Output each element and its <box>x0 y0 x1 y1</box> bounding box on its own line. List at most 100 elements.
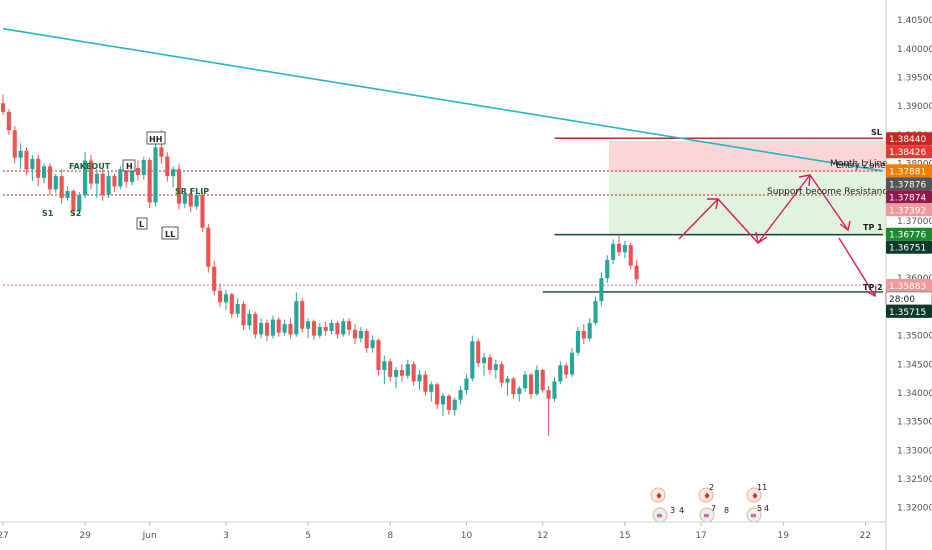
event-count-4: 11 <box>757 483 767 492</box>
candle-body <box>635 266 639 280</box>
price-tick-label: 1.32000 <box>897 504 932 514</box>
event-sub-3: 8 <box>724 506 729 515</box>
candle-body <box>247 314 251 325</box>
price-tick-label: 1.40000 <box>897 45 932 55</box>
ca-flag-glyph-2: ♦ <box>703 492 711 502</box>
candle-body <box>65 191 69 198</box>
price-badge-text: 1.38440 <box>889 135 926 145</box>
candle-body <box>13 130 17 158</box>
us-flag-glyph: ≡ <box>656 511 663 520</box>
label-entry-zone: Entry Zone <box>836 161 886 171</box>
candle-body <box>570 353 574 375</box>
date-tick-label: 15 <box>619 531 630 541</box>
candle-body <box>617 244 621 253</box>
candle-body <box>388 361 392 376</box>
price-tick-label: 1.37000 <box>897 217 932 227</box>
date-tick-label: 22 <box>860 531 871 541</box>
candle-body <box>54 176 58 189</box>
candle-body <box>582 331 586 338</box>
date-tick-label: 29 <box>79 531 91 541</box>
candle-body <box>265 323 269 336</box>
candle-body <box>48 166 52 189</box>
label-support-resistance: Support become Resistance <box>767 187 893 197</box>
candle-body <box>529 375 533 395</box>
target-zone <box>609 172 886 236</box>
price-badge-text: 28:00 <box>889 295 915 305</box>
candle-body <box>523 375 527 389</box>
annotation-hh: HH <box>149 135 162 144</box>
candle-body <box>500 364 504 382</box>
price-badge-text: 1.35883 <box>889 282 926 292</box>
candle-body <box>453 400 457 410</box>
candle-body <box>200 195 204 228</box>
date-tick-label: 5 <box>305 531 311 541</box>
candle-body <box>329 323 333 331</box>
candle-body <box>599 278 603 301</box>
candle-body <box>400 370 404 376</box>
candle-body <box>224 294 228 302</box>
candle-body <box>611 244 615 260</box>
price-tick-label: 1.34000 <box>897 389 932 399</box>
candle-body <box>318 327 322 336</box>
label-sl: SL <box>871 128 882 137</box>
candle-body <box>60 176 64 198</box>
event-sub-5: 4 <box>764 504 769 513</box>
price-badge-text: 1.36751 <box>889 244 926 254</box>
price-badge-text: 1.37881 <box>889 167 926 177</box>
date-tick-label: 12 <box>537 531 548 541</box>
price-tick-label: 1.32500 <box>897 475 932 485</box>
candle-body <box>341 321 345 334</box>
candle-body <box>593 301 597 323</box>
annotation-fakeout: FAKEOUT <box>69 162 111 171</box>
candle-body <box>417 375 421 382</box>
candle-body <box>488 357 492 370</box>
candle-body <box>324 327 328 331</box>
candle-body <box>288 324 292 334</box>
candle-body <box>95 174 99 184</box>
ca-flag-glyph: ♦ <box>655 492 663 502</box>
candle-body <box>605 260 609 278</box>
candle-body <box>447 396 451 410</box>
candle-body <box>236 304 240 314</box>
candle-body <box>7 112 11 130</box>
candle-body <box>300 301 304 329</box>
label-tp1: TP 1 <box>863 223 883 232</box>
date-tick-label: 3 <box>223 531 229 541</box>
candle-body <box>535 370 539 394</box>
candle-body <box>312 321 316 335</box>
candle-body <box>283 324 287 333</box>
candle-body <box>212 267 216 291</box>
candle-body <box>394 370 398 377</box>
price-tick-label: 1.40500 <box>897 16 932 26</box>
candle-body <box>365 331 369 348</box>
us-flag-glyph-3: ≡ <box>750 511 757 520</box>
candle-body <box>277 320 281 333</box>
candle-body <box>153 147 157 202</box>
candle-body <box>112 176 116 186</box>
candle-body <box>24 151 28 169</box>
candle-body <box>195 195 199 206</box>
candle-body <box>505 379 509 383</box>
candle-body <box>459 390 463 400</box>
event-sub-1: 4 <box>679 506 684 515</box>
candle-body <box>206 228 210 267</box>
candle-body <box>36 159 40 178</box>
candle-body <box>359 331 363 338</box>
date-tick-label: Jun <box>142 531 157 541</box>
candle-body <box>253 314 257 335</box>
candle-body <box>294 301 298 334</box>
candle-body <box>423 375 427 392</box>
candle-body <box>230 294 234 314</box>
price-tick-label: 1.39000 <box>897 102 932 112</box>
candle-body <box>107 176 111 195</box>
price-badge-text: 1.35715 <box>889 308 926 318</box>
date-tick-label: 27 <box>0 531 9 541</box>
candle-body <box>482 357 486 363</box>
candle-body <box>171 169 175 176</box>
event-count-5: 5 <box>757 504 762 513</box>
price-badge-text: 1.36776 <box>889 231 926 241</box>
event-count-1: 3 <box>670 506 675 515</box>
candle-body <box>335 323 339 334</box>
